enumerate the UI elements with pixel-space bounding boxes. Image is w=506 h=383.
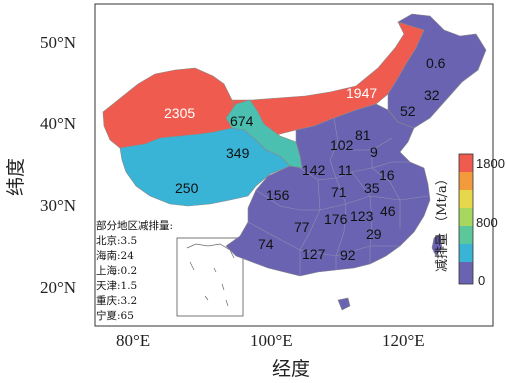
value-zhejiang: 46 bbox=[380, 203, 396, 219]
colorbar-swatch bbox=[459, 154, 473, 172]
colorbar-swatch bbox=[459, 262, 473, 284]
value-tibet: 250 bbox=[175, 180, 199, 196]
note-item: 上海:0.2 bbox=[96, 264, 137, 277]
y-axis-tick-label: 30°N bbox=[40, 196, 76, 215]
value-yunnan: 74 bbox=[258, 236, 274, 252]
note-item: 天津:1.5 bbox=[96, 280, 137, 292]
value-henan: 11 bbox=[338, 162, 353, 178]
note-title: 部分地区减排量: bbox=[96, 219, 173, 232]
value-hebei: 81 bbox=[355, 127, 371, 143]
note-item: 宁夏:65 bbox=[96, 309, 134, 322]
value-guangdong: 92 bbox=[340, 247, 356, 263]
y-axis-tick-label: 20°N bbox=[40, 278, 76, 297]
value-chongqing-area: 77 bbox=[294, 219, 310, 235]
colorbar bbox=[458, 153, 474, 285]
y-axis-tick-label: 40°N bbox=[40, 114, 76, 133]
colorbar-swatch bbox=[459, 190, 473, 208]
colorbar-tick-label: 0 bbox=[478, 273, 485, 288]
value-shaanxi: 142 bbox=[302, 162, 326, 178]
value-shandong: 9 bbox=[370, 144, 378, 160]
value-xinjiang: 2305 bbox=[164, 105, 195, 121]
value-jiangsu: 16 bbox=[379, 167, 395, 183]
y-axis-tick-label: 50°N bbox=[40, 33, 76, 52]
value-gansu: 674 bbox=[230, 113, 254, 129]
value-anhui: 35 bbox=[364, 180, 380, 196]
value-inner-mongolia: 1947 bbox=[346, 85, 377, 101]
x-axis-tick-label: 100°E bbox=[250, 331, 293, 350]
colorbar-swatch bbox=[459, 244, 473, 262]
note-item: 海南:24 bbox=[96, 249, 134, 262]
colorbar-tick-label: 1800 bbox=[476, 156, 505, 171]
value-shanxi: 102 bbox=[330, 137, 354, 153]
region-taiwan bbox=[431, 233, 443, 257]
colorbar-swatch bbox=[459, 172, 473, 190]
value-sichuan: 156 bbox=[266, 187, 290, 203]
value-heilongjiang: 0.6 bbox=[426, 55, 446, 71]
note-item: 重庆:3.2 bbox=[96, 294, 137, 307]
value-jiangxi: 123 bbox=[350, 208, 374, 224]
x-axis-title: 经度 bbox=[272, 358, 310, 380]
value-liaoning: 52 bbox=[400, 103, 416, 119]
value-hunan: 176 bbox=[324, 211, 348, 227]
value-jilin: 32 bbox=[424, 87, 440, 103]
colorbar-title: 减排量 （Mt/a） bbox=[435, 172, 450, 272]
region-central-south bbox=[225, 103, 431, 277]
value-hubei: 71 bbox=[331, 184, 347, 200]
y-axis-title: 纬度 bbox=[5, 158, 27, 196]
region-northeast bbox=[387, 13, 487, 129]
colorbar-outline bbox=[458, 153, 474, 285]
value-guangxi: 127 bbox=[302, 246, 326, 262]
colorbar-tick-label: 800 bbox=[476, 215, 498, 230]
x-axis-tick-label: 120°E bbox=[382, 331, 425, 350]
x-axis-tick-label: 80°E bbox=[116, 331, 150, 350]
note-item: 北京:3.5 bbox=[96, 234, 137, 247]
value-fujian: 29 bbox=[366, 226, 382, 242]
colorbar-swatch bbox=[459, 208, 473, 226]
inset-coastline bbox=[186, 243, 235, 307]
colorbar-swatch bbox=[459, 226, 473, 244]
value-qinghai: 349 bbox=[226, 145, 250, 161]
region-hainan bbox=[337, 297, 351, 311]
province-borders bbox=[247, 117, 429, 276]
